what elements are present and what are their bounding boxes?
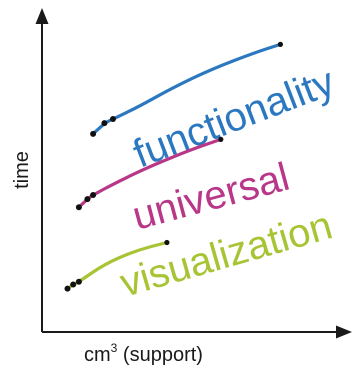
data-point-functionality-3 [110, 116, 116, 122]
x-axis-arrow [336, 325, 352, 339]
data-point-universal-2 [84, 196, 91, 203]
x-axis-label-main: cm [84, 344, 111, 366]
y-axis-arrow [35, 8, 49, 24]
x-axis-label: cm3 (support) [84, 341, 203, 366]
y-axis-label: time [11, 151, 33, 189]
data-point-functionality-4 [277, 41, 283, 48]
data-point-visualization-3 [75, 278, 82, 285]
data-point-visualization-4 [164, 239, 170, 246]
data-point-universal-3 [90, 192, 97, 198]
data-point-visualization-1 [64, 285, 71, 292]
data-point-functionality-2 [101, 120, 108, 127]
series-label-functionality: functionality [127, 60, 340, 177]
data-point-functionality-1 [90, 130, 97, 137]
data-point-visualization-2 [70, 281, 77, 288]
x-axis-label-superscript: 3 [111, 341, 118, 355]
data-point-universal-1 [75, 204, 82, 211]
x-axis-label-rest: (support) [117, 344, 203, 366]
data-point-universal-4 [218, 136, 224, 142]
series-line-functionality [91, 42, 282, 136]
